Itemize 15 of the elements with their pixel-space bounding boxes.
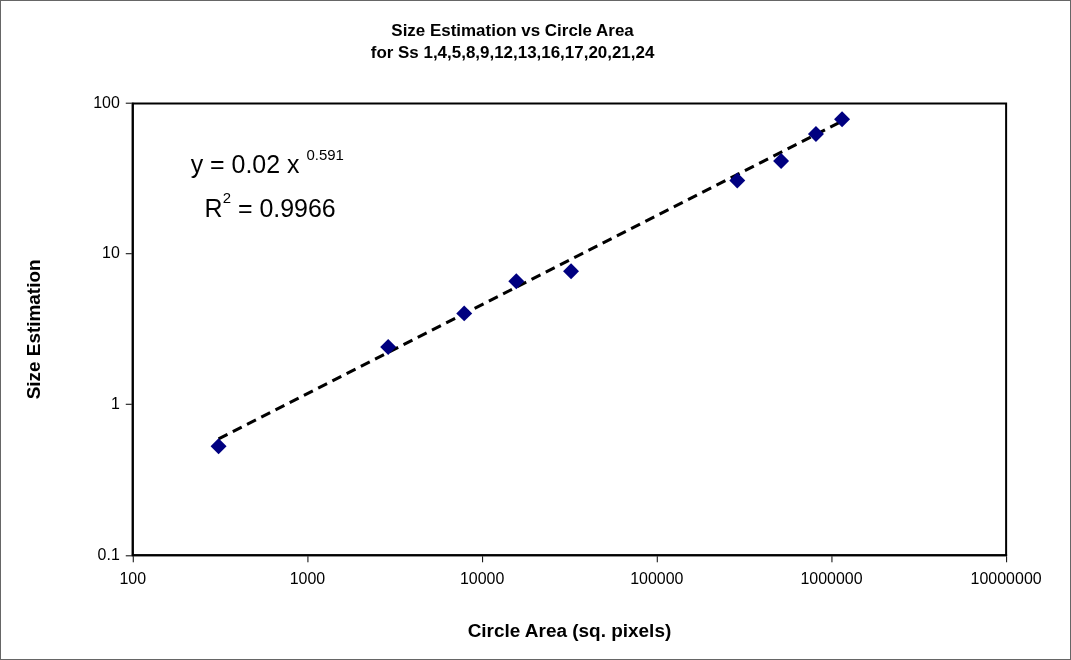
x-tick-label: 1000000 xyxy=(800,570,863,588)
x-tick-label: 1000 xyxy=(289,570,326,588)
y-axis-title: Size Estimation xyxy=(22,259,44,400)
x-axis-title: Circle Area (sq. pixels) xyxy=(467,619,672,641)
x-tick-label: 10000000 xyxy=(970,570,1042,588)
y-tick-label: 10 xyxy=(102,244,120,262)
y-tick-label: 0.1 xyxy=(97,545,120,563)
chart-subtitle: for Ss 1,4,5,8,9,12,13,16,17,20,21,24 xyxy=(370,43,655,63)
annotation: y = 0.02 x 0.591 xyxy=(190,145,344,179)
x-tick-label: 100 xyxy=(119,570,147,588)
y-tick-label: 100 xyxy=(93,93,120,111)
x-tick-label: 100000 xyxy=(630,570,684,588)
chart-title: Size Estimation vs Circle Area xyxy=(391,20,635,40)
x-tick-label: 10000 xyxy=(459,570,505,588)
y-tick-label: 1 xyxy=(110,395,120,413)
